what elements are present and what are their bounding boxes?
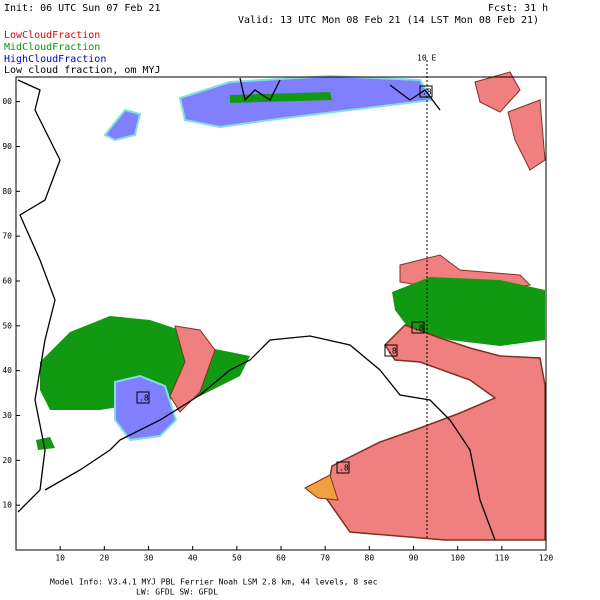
contour-label: .8 (422, 88, 432, 97)
low-cloud (325, 324, 546, 541)
contour-labels: .8 .8 .8 .8 .8 (136, 85, 433, 474)
init-time: Init: 06 UTC Sun 07 Feb 21 (4, 3, 161, 14)
label-box (136, 391, 150, 404)
x-tick-label: 20 (100, 554, 110, 563)
contour-label: .8 (139, 394, 149, 403)
x-tick-label: 120 (539, 554, 554, 563)
coastline (389, 84, 441, 111)
legend-description: Low cloud fraction, om MYJ (4, 65, 161, 76)
y-tick-label: 00 (2, 97, 12, 106)
mid-cloud (230, 92, 332, 103)
x-tick-label: 60 (276, 554, 286, 563)
x-tick-label: 40 (188, 554, 198, 563)
label-box (419, 85, 433, 98)
coastlines (17, 77, 496, 541)
y-tick-label: 70 (2, 232, 12, 241)
y-tick-label: 80 (2, 187, 12, 196)
mid-cloud (36, 437, 55, 450)
y-tick-label: 60 (2, 276, 12, 285)
label-box (384, 344, 398, 357)
label-box (411, 321, 425, 334)
y-tick-label: 20 (2, 456, 12, 465)
x-tick-label: 70 (320, 554, 330, 563)
x-tick-label: 100 (450, 554, 465, 563)
high-cloud (114, 374, 178, 442)
legend-low: LowCloudFraction (4, 30, 100, 41)
coastline (44, 439, 121, 491)
x-tick-label: 80 (365, 554, 375, 563)
forecast-hour: Fcst: 31 h (488, 3, 548, 14)
x-tick-label: 50 (232, 554, 242, 563)
y-tick-label: 40 (2, 366, 12, 375)
coastline (17, 79, 61, 513)
low-cloud (507, 99, 546, 171)
mid-cloud (392, 277, 545, 346)
valid-time: Valid: 13 UTC Mon 08 Feb 21 (14 LST Mon … (238, 15, 539, 26)
low-cloud (304, 474, 339, 501)
coastline (239, 77, 281, 102)
coastline (119, 335, 496, 541)
y-tick-label: 50 (2, 321, 12, 330)
x-tick-label: 90 (409, 554, 419, 563)
legend-mid: MidCloudFraction (4, 42, 100, 53)
x-tick-label: 30 (144, 554, 154, 563)
cloud-fields (36, 71, 546, 541)
x-tick-label: 110 (495, 554, 510, 563)
contour-label: .8 (387, 347, 397, 356)
high-cloud (103, 108, 142, 142)
legend-high: HighCloudFraction (4, 54, 106, 65)
meridian-label: 10 E (417, 54, 436, 63)
low-cloud (474, 71, 521, 113)
contour-label: .8 (414, 324, 424, 333)
x-tick-label: 10 (55, 554, 65, 563)
y-tick-label: 90 (2, 142, 12, 151)
y-tick-label: 30 (2, 411, 12, 420)
y-tick-label: 10 (2, 501, 12, 510)
model-info: Model Info: V3.4.1 MYJ PBL Ferrier Noah … (50, 578, 378, 587)
label-box (336, 461, 350, 474)
contour-label: .8 (339, 464, 349, 473)
radiation-info: LW: GFDL SW: GFDL (136, 588, 218, 597)
